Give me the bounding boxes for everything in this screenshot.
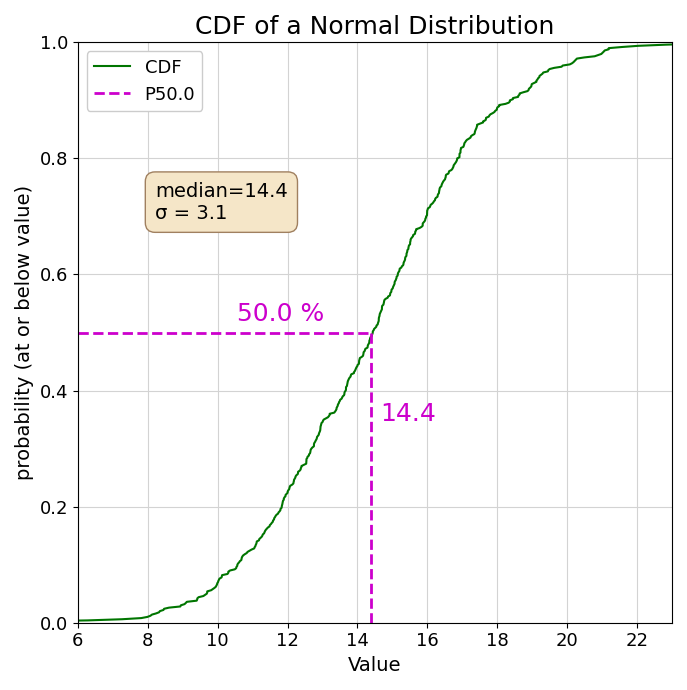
Text: median=14.4
σ = 3.1: median=14.4 σ = 3.1 [155,181,288,223]
CDF [378,304,386,313]
Title: CDF of a Normal Distribution: CDF of a Normal Distribution [195,15,554,39]
CDF [460,143,468,151]
Text: 14.4: 14.4 [380,402,436,426]
Y-axis label: probability (at or below value): probability (at or below value) [15,185,34,480]
P50.0 [74,328,82,337]
P50.0 [368,328,376,337]
X-axis label: Value: Value [348,656,402,675]
CDF [16,618,24,626]
Text: 50.0 %: 50.0 % [237,302,324,326]
CDF [591,52,599,61]
CDF [392,273,401,281]
CDF [365,339,373,347]
Legend: CDF, P50.0: CDF, P50.0 [87,51,203,111]
CDF [363,342,372,351]
Line: CDF: CDF [20,42,687,622]
